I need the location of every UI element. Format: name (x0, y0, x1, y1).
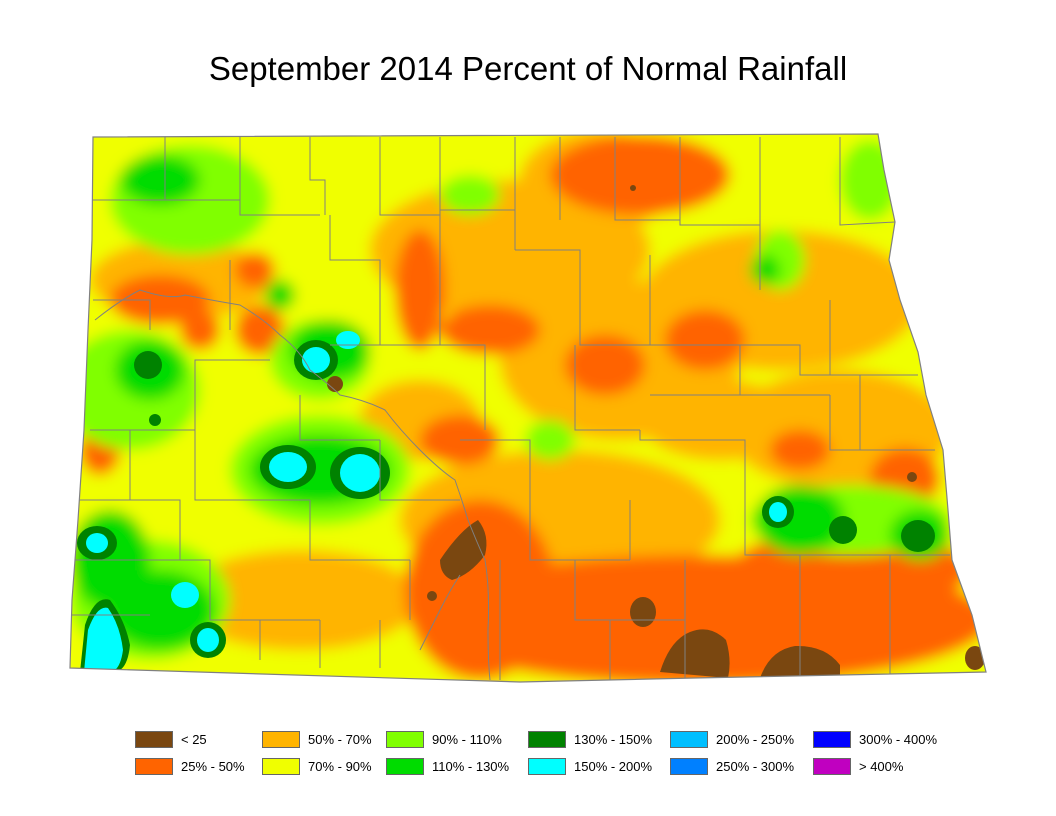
high-rain-core (171, 582, 199, 608)
high-rain-core (86, 533, 108, 553)
high-rain-core (901, 520, 935, 552)
very-dry-area (907, 472, 917, 482)
high-rain-core (336, 331, 360, 349)
very-dry-area (427, 591, 437, 601)
high-rain-core (197, 628, 219, 652)
high-rain-core (769, 502, 787, 522)
very-dry-area (630, 597, 656, 627)
rainfall-shading (60, 120, 1000, 690)
high-rain-core (340, 454, 380, 492)
high-rain-core (269, 452, 307, 482)
high-rain-core (149, 414, 161, 426)
very-dry-area (630, 185, 636, 191)
high-rain-core (302, 347, 330, 373)
high-rain-core (134, 351, 162, 379)
high-rain-core (829, 516, 857, 544)
